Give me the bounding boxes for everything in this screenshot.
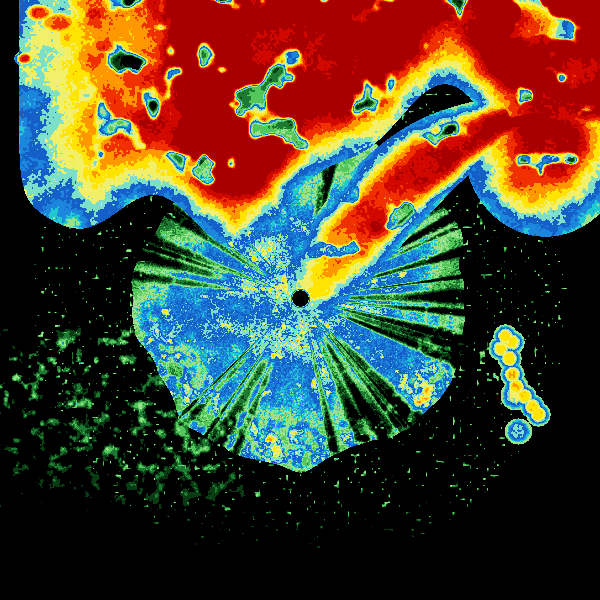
radar-reflectivity-canvas: [0, 0, 600, 600]
radar-reflectivity-image: Base Reflectivity dBZ: [0, 0, 600, 600]
